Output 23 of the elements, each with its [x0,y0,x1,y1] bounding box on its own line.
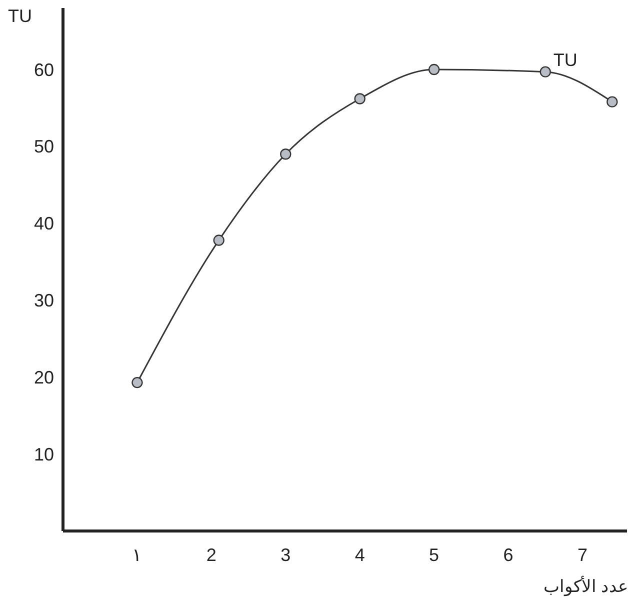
point [540,66,551,78]
y-tick-label: 30 [34,290,54,311]
point [354,93,366,104]
y-tick-label: 10 [34,444,54,464]
y-tick-label: 50 [34,136,54,157]
y-tick-label: 40 [34,214,54,234]
x-tick-label: 4 [354,545,365,565]
x-tick-label: 6 [503,545,514,565]
y-axis-title: TU [8,6,32,26]
x-tick-label: 3 [280,545,291,565]
y-tick-label: 20 [34,367,54,388]
x-axis-title: عدد الأكواب [543,576,628,597]
y-tick-label: 60 [34,60,54,80]
x-tick-label: 2 [206,545,216,565]
point [132,376,143,388]
series-label: TU [553,50,578,70]
x-tick-label: ١ [132,545,142,565]
point [213,234,224,246]
point [280,148,292,160]
point [428,64,440,76]
x-tick-label: 7 [577,545,588,565]
x-tick-label: 5 [429,545,440,565]
point [606,96,618,108]
